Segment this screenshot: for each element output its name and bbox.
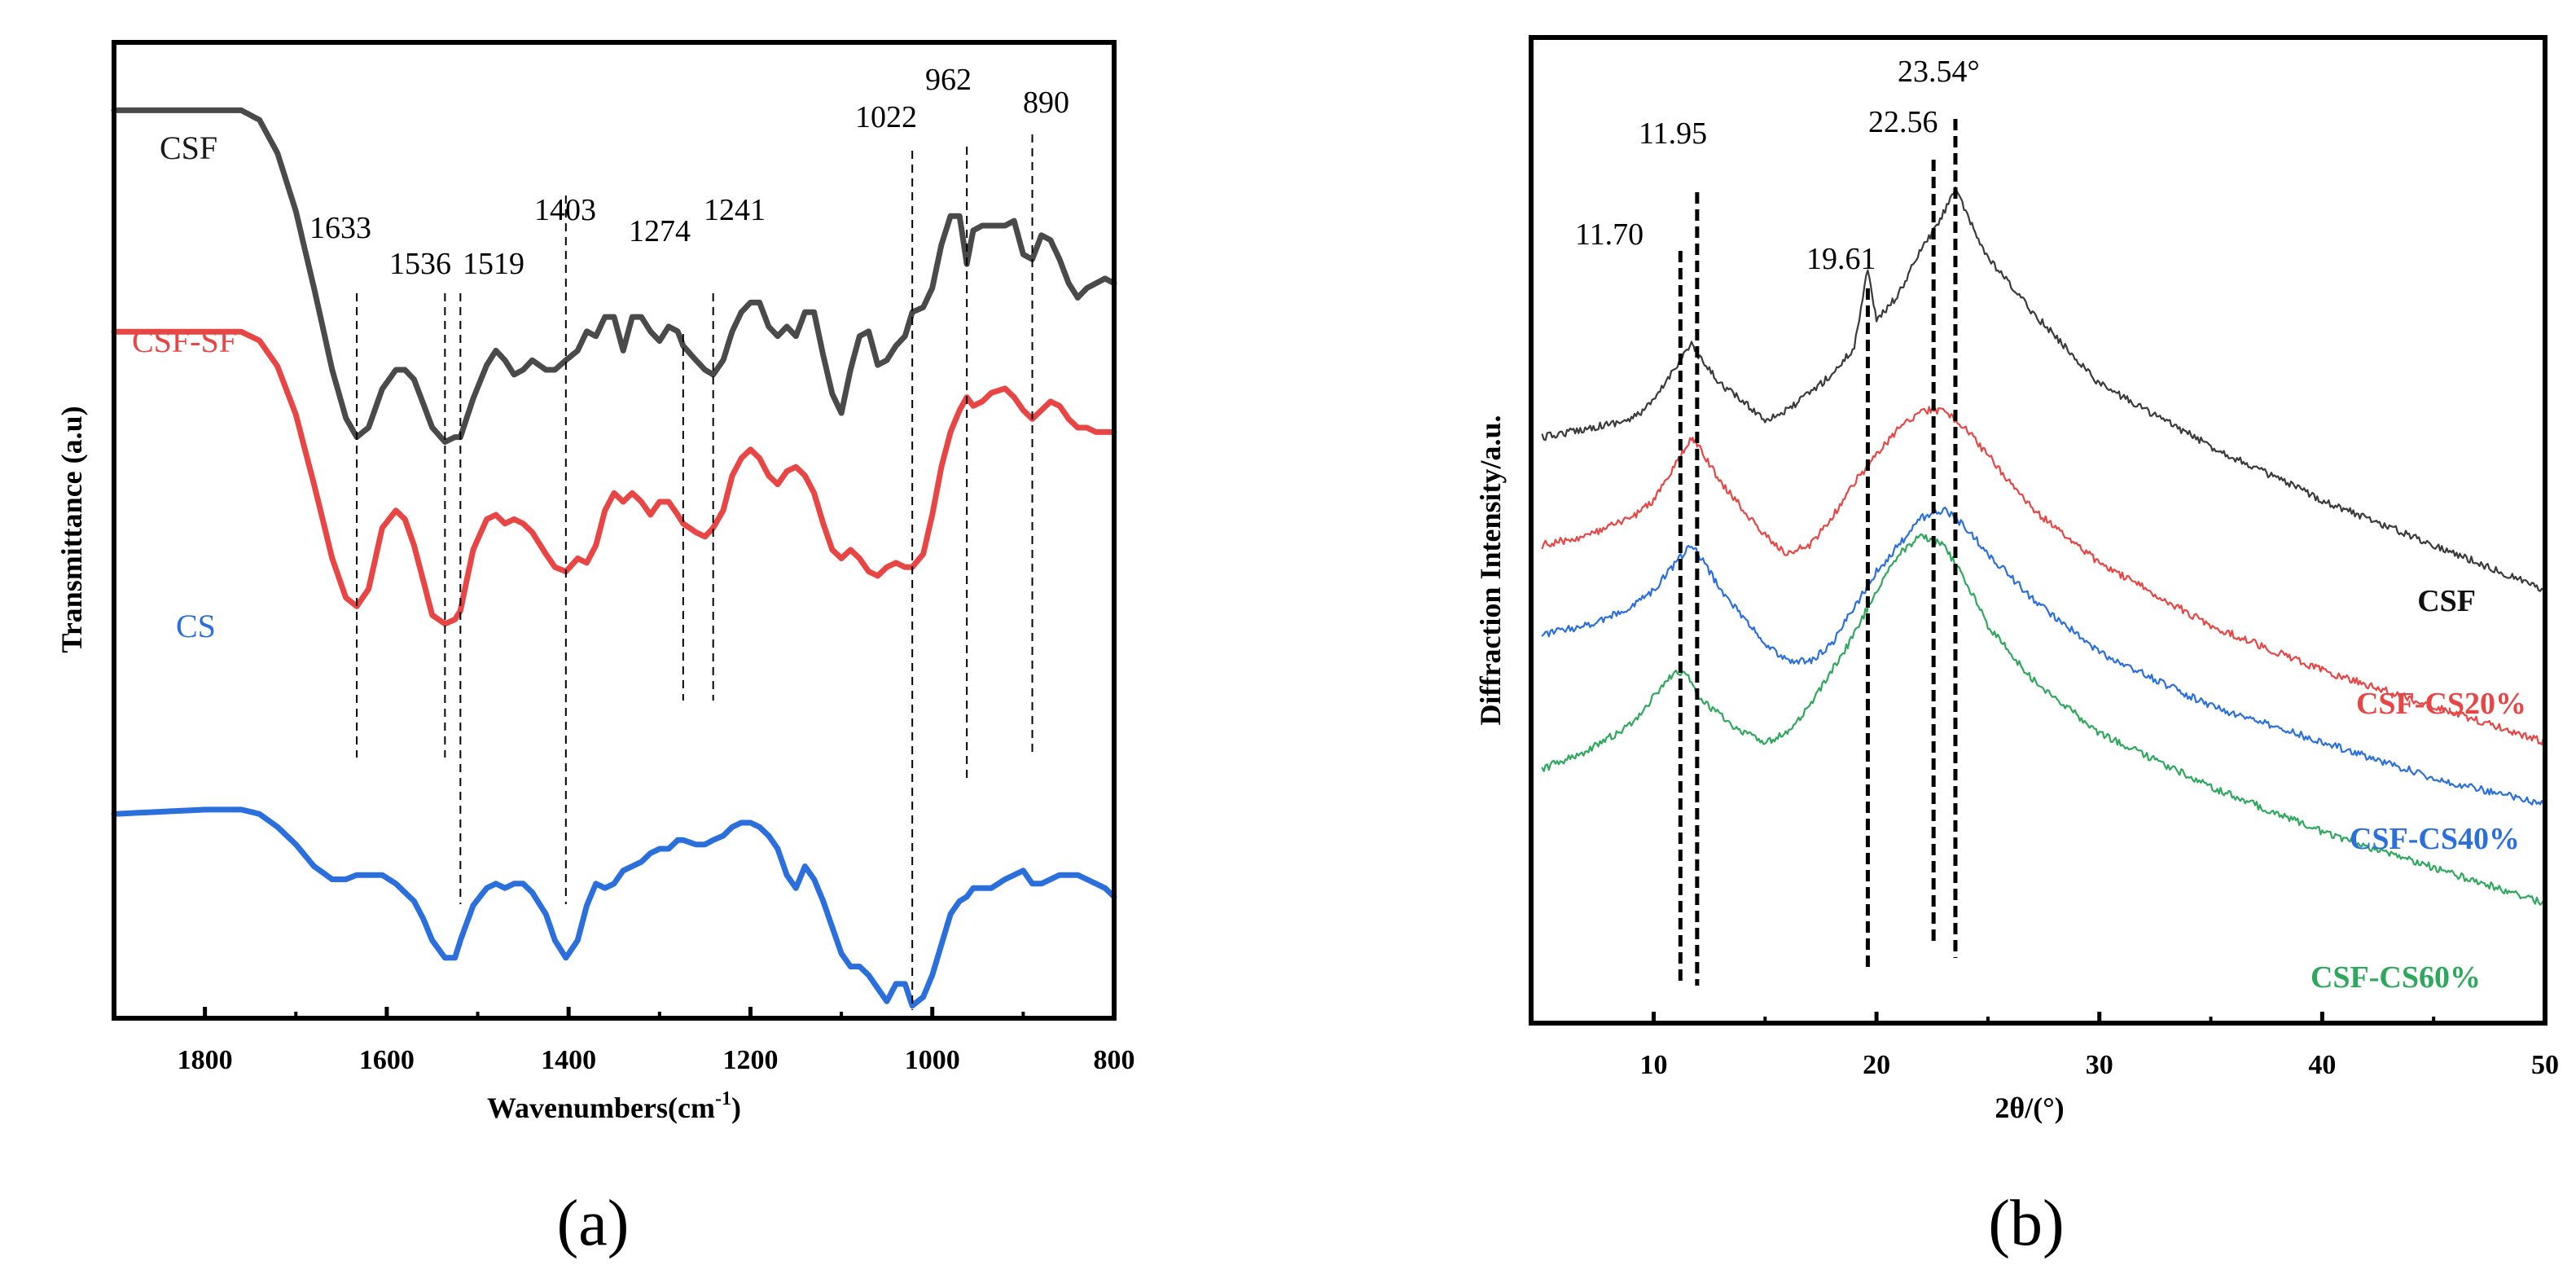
a-annotation-962: 962	[925, 63, 972, 97]
x-tick-label: 30	[2086, 1050, 2113, 1080]
a-annotation-1274: 1274	[629, 214, 691, 248]
b-plot-frame	[1529, 35, 2547, 1026]
a-series-label-csf-sf: CSF-SF	[132, 323, 237, 359]
a-plot-frame	[112, 40, 1117, 1021]
b-annotation-23-54: 23.54°	[1898, 55, 1980, 89]
a-series-lines	[111, 107, 1117, 1009]
x-tick-label: 1600	[359, 1045, 415, 1075]
a-reference-lines	[356, 134, 1033, 1010]
b-annotation-22-56: 22.56	[1868, 105, 1938, 139]
panel-a: 1800 1600 1400 1200 1000 800 CSF CSF-SF CS 16…	[55, 40, 1135, 1259]
b-annotation-11-95: 11.95	[1639, 116, 1707, 151]
x-tick-label: 1200	[722, 1045, 778, 1075]
x-tick-label: 20	[1863, 1050, 1890, 1080]
a-annotation-1241: 1241	[704, 193, 766, 227]
x-tick-label: 10	[1639, 1050, 1667, 1080]
x-tick-label: 40	[2308, 1050, 2336, 1080]
b-panel-label: (b)	[1988, 1188, 2064, 1259]
x-tick-label: 1800	[178, 1045, 233, 1075]
a-annotation-890: 890	[1023, 86, 1069, 120]
b-annotation-19-61: 19.61	[1806, 242, 1876, 276]
a-annotation-1633: 1633	[309, 211, 371, 245]
b-series-label-csf: CSF	[2417, 584, 2476, 618]
a-x-axis-title-sup: -1	[715, 1088, 731, 1109]
a-panel-label: (a)	[557, 1188, 630, 1259]
a-y-axis-title: Transmittance (a.u)	[55, 406, 88, 652]
b-x-axis-title: 2θ/(°)	[1995, 1092, 2064, 1124]
x-tick-label: 1400	[541, 1045, 596, 1075]
a-annotation-1022: 1022	[855, 100, 917, 134]
b-y-axis-title: Diffraction Intensity/a.u.	[1474, 415, 1507, 726]
b-x-ticks: 10 20 30 40 50	[1639, 1012, 2559, 1080]
x-tick-label: 800	[1094, 1045, 1135, 1075]
a-annotation-1536: 1536	[389, 247, 451, 281]
a-series-label-csf: CSF	[160, 130, 217, 166]
b-series-label-cs40: CSF-CS40%	[2350, 822, 2520, 856]
b-series-label-cs60: CSF-CS60%	[2311, 960, 2481, 995]
a-x-axis-title-main: Wavenumbers(cm	[487, 1092, 715, 1124]
a-x-axis-title-end: )	[731, 1092, 741, 1124]
b-series-label-cs20: CSF-CS20%	[2356, 687, 2526, 721]
panel-b: 10 20 30 40 50 11.70 11.95 19.61 22.56 23.54…	[1474, 35, 2559, 1259]
series-line-csf	[111, 107, 1117, 445]
series-line-csf-cs40-	[1541, 506, 2547, 806]
a-series-label-cs: CS	[176, 608, 216, 644]
series-line-csf-sf	[111, 328, 1117, 627]
x-tick-label: 50	[2531, 1050, 2559, 1080]
b-series-lines	[1541, 186, 2547, 906]
b-annotation-11-70: 11.70	[1575, 217, 1643, 252]
a-x-ticks: 1800 1600 1400 1200 1000 800	[178, 1007, 1135, 1075]
x-tick-label: 1000	[905, 1045, 960, 1075]
series-line-csf-cs60-	[1541, 533, 2547, 906]
series-line-csf-cs20-	[1541, 406, 2547, 746]
b-reference-lines	[1678, 119, 1958, 986]
a-annotation-1403: 1403	[534, 193, 596, 227]
series-line-csf	[1541, 186, 2547, 592]
a-x-axis-title: Wavenumbers(cm-1)	[487, 1088, 741, 1124]
a-annotation-1519: 1519	[463, 247, 524, 281]
series-line-cs	[111, 806, 1117, 1009]
